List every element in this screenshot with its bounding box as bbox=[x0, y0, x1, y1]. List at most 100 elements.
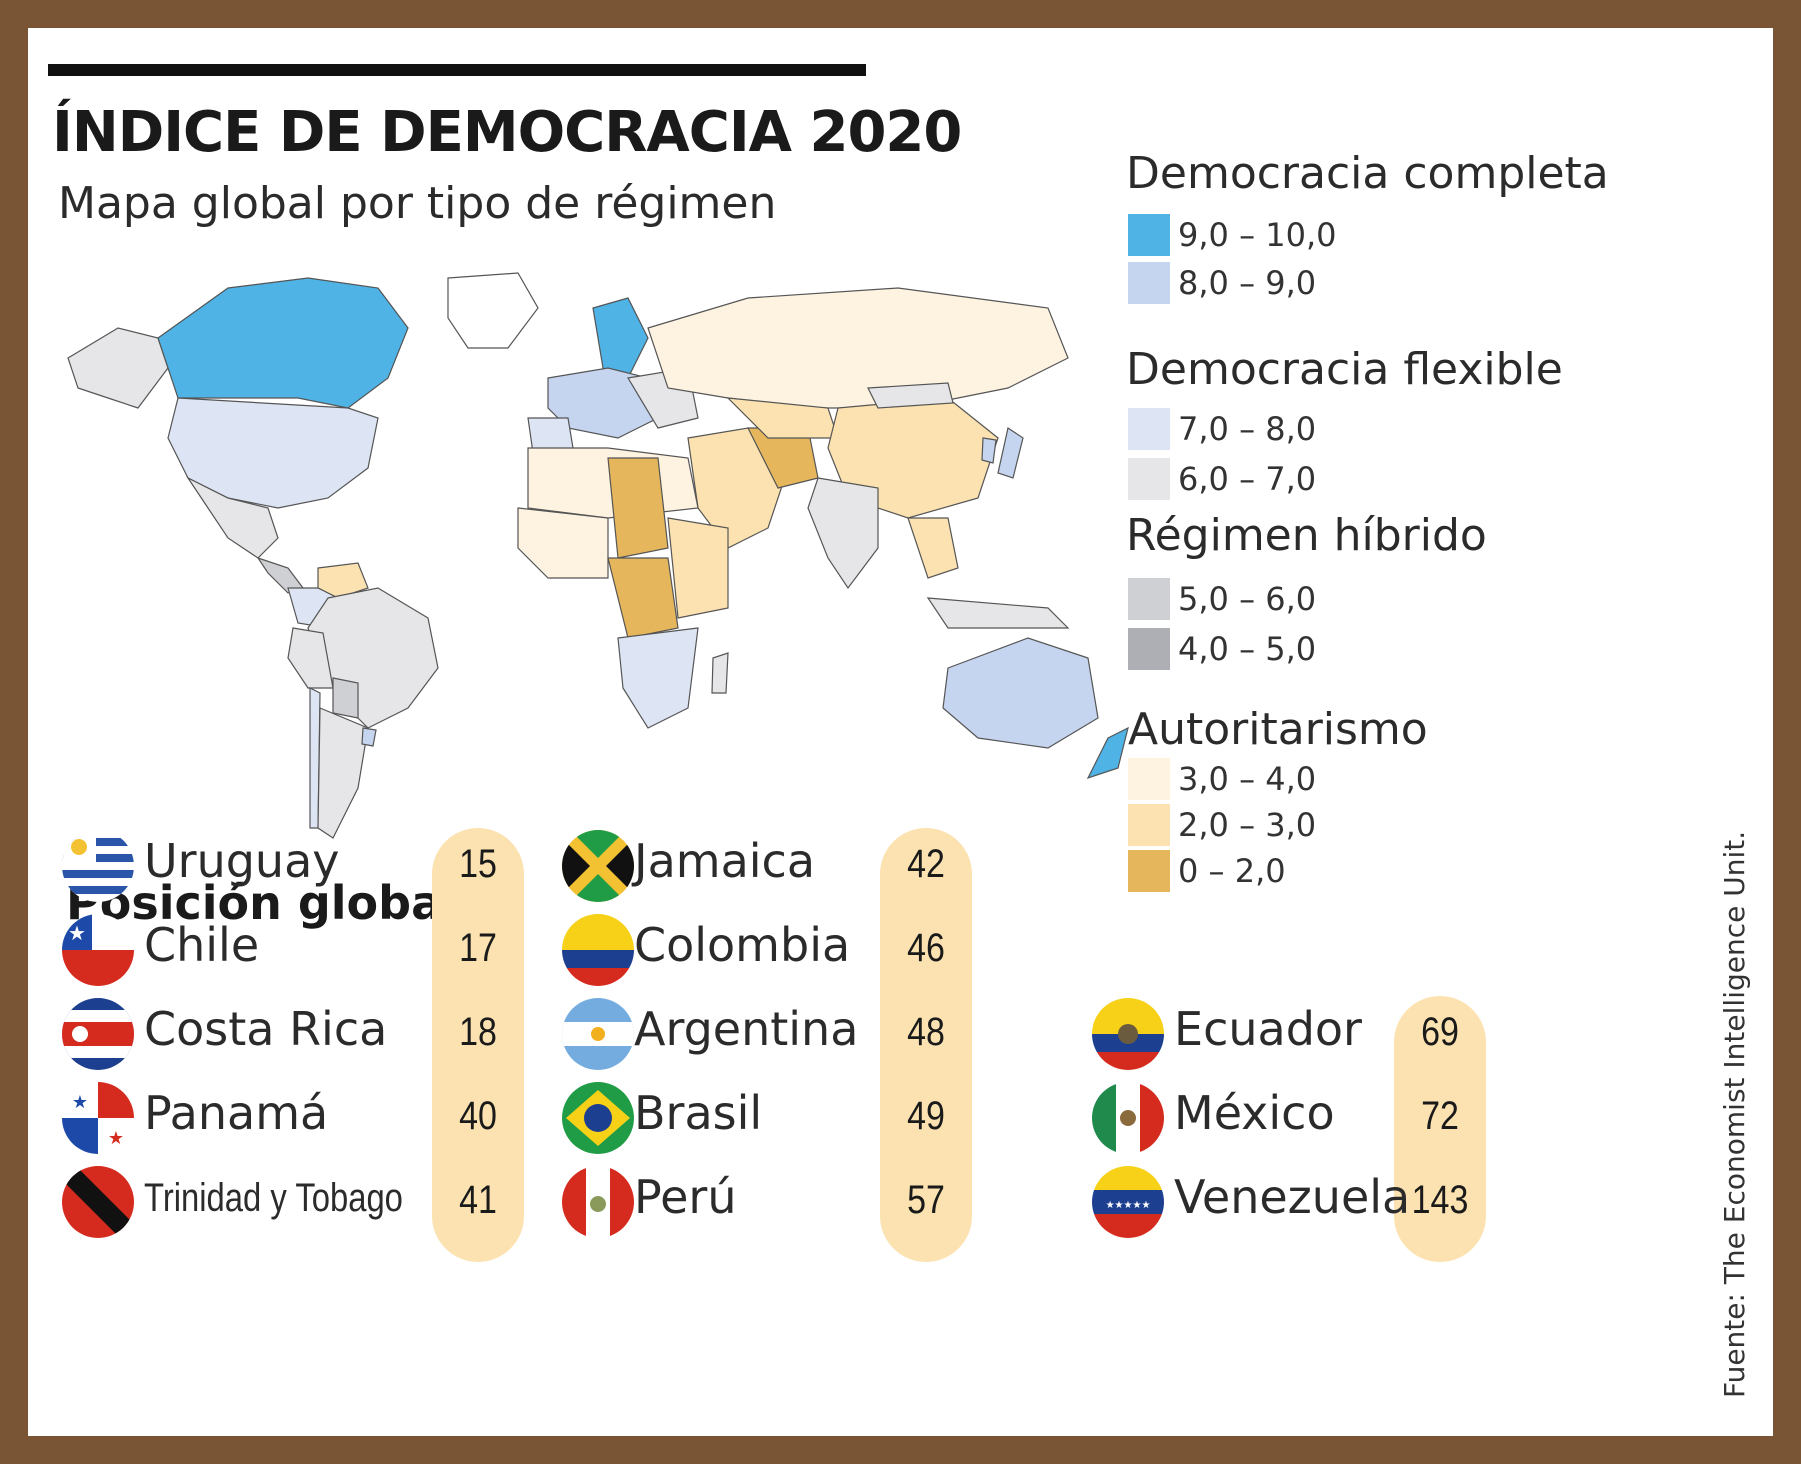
southeast-asia-region bbox=[907, 517, 959, 579]
source-note: Fuente: The Economist Intelligence Unit. bbox=[1718, 830, 1751, 1398]
rank-pill-column-3 bbox=[1394, 996, 1486, 1262]
uruguay-flag bbox=[62, 830, 134, 902]
infographic-panel: ÍNDICE DE DEMOCRACIA 2020 Mapa global po… bbox=[28, 28, 1773, 1436]
svg-text:★: ★ bbox=[108, 1128, 124, 1149]
central-africa-region bbox=[607, 557, 679, 639]
mongolia-region bbox=[867, 382, 954, 409]
legend-swatch-9-10 bbox=[1128, 214, 1170, 256]
country-name: Uruguay bbox=[144, 834, 340, 888]
ecuador-flag bbox=[1092, 998, 1164, 1070]
usa-region bbox=[167, 397, 379, 509]
venezuela-flag: ★★★★★ bbox=[1092, 1166, 1164, 1238]
legend-heading-authoritarian: Autoritarismo bbox=[1128, 704, 1428, 755]
southern-africa-region bbox=[617, 627, 699, 729]
legend-heading-flawed-democracy: Democracia flexible bbox=[1126, 344, 1563, 395]
country-rank: 48 bbox=[907, 1010, 945, 1054]
uruguay-region bbox=[361, 727, 377, 747]
india-region bbox=[807, 477, 879, 590]
rank-pill-column-2 bbox=[880, 828, 972, 1262]
legend-label-9-10: 9,0 – 10,0 bbox=[1178, 216, 1337, 254]
country-name: Trinidad y Tobago bbox=[144, 1176, 403, 1220]
country-rank: 143 bbox=[1411, 1178, 1469, 1222]
country-name: México bbox=[1174, 1086, 1335, 1140]
legend-label-0-2: 0 – 2,0 bbox=[1178, 852, 1286, 890]
russia-region bbox=[647, 287, 1069, 409]
western-europe-region bbox=[547, 367, 659, 439]
libya-chad-region bbox=[607, 457, 669, 559]
mexico-region bbox=[186, 476, 279, 559]
indonesia-region bbox=[926, 597, 1070, 629]
greenland-region bbox=[447, 272, 539, 349]
costa-rica-flag bbox=[62, 998, 134, 1070]
brazil-flag bbox=[562, 1082, 634, 1154]
country-name: Venezuela bbox=[1174, 1170, 1411, 1224]
legend-swatch-2-3 bbox=[1128, 804, 1170, 846]
country-name: Jamaica bbox=[634, 834, 816, 888]
page-subtitle: Mapa global por tipo de régimen bbox=[58, 178, 777, 229]
country-rank: 18 bbox=[459, 1010, 497, 1054]
legend-label-6-7: 6,0 – 7,0 bbox=[1178, 460, 1317, 498]
country-rank: 17 bbox=[459, 926, 497, 970]
country-name: Colombia bbox=[634, 918, 851, 972]
country-name: Argentina bbox=[634, 1002, 859, 1056]
legend-label-5-6: 5,0 – 6,0 bbox=[1178, 580, 1317, 618]
legend-swatch-7-8 bbox=[1128, 408, 1170, 450]
korea-region bbox=[981, 437, 997, 464]
colombia-flag bbox=[562, 914, 634, 986]
country-name: Brasil bbox=[634, 1086, 763, 1140]
argentina-flag bbox=[562, 998, 634, 1070]
country-rank: 41 bbox=[459, 1178, 497, 1222]
country-rank: 42 bbox=[907, 842, 945, 886]
legend-swatch-3-4 bbox=[1128, 758, 1170, 800]
bolivia-region bbox=[332, 677, 359, 719]
country-name: Panamá bbox=[144, 1086, 329, 1140]
scandinavia-region bbox=[592, 297, 649, 379]
legend-label-8-9: 8,0 – 9,0 bbox=[1178, 264, 1317, 302]
legend-label-2-3: 2,0 – 3,0 bbox=[1178, 806, 1317, 844]
country-name: Costa Rica bbox=[144, 1002, 388, 1056]
svg-text:★: ★ bbox=[72, 1092, 88, 1113]
country-rank: 72 bbox=[1421, 1094, 1459, 1138]
country-rank: 15 bbox=[459, 842, 497, 886]
legend-swatch-6-7 bbox=[1128, 458, 1170, 500]
country-name: Ecuador bbox=[1174, 1002, 1362, 1056]
peru-flag bbox=[562, 1166, 634, 1238]
ranking-title: Posición global bbox=[66, 876, 458, 930]
legend-label-3-4: 3,0 – 4,0 bbox=[1178, 760, 1317, 798]
peru-region bbox=[287, 627, 334, 689]
east-africa-region bbox=[667, 517, 729, 619]
svg-text:★: ★ bbox=[68, 921, 86, 945]
country-name: Chile bbox=[144, 918, 260, 972]
legend-swatch-0-2 bbox=[1128, 850, 1170, 892]
legend-label-4-5: 4,0 – 5,0 bbox=[1178, 630, 1317, 668]
legend-swatch-5-6 bbox=[1128, 578, 1170, 620]
title-rule bbox=[48, 64, 866, 76]
rank-pill-column-1 bbox=[432, 828, 524, 1262]
argentina-region bbox=[317, 707, 369, 839]
west-africa-region bbox=[517, 507, 609, 579]
country-rank: 49 bbox=[907, 1094, 945, 1138]
world-map bbox=[67, 272, 1129, 839]
australia-region bbox=[942, 637, 1099, 749]
chile-flag: ★ bbox=[62, 914, 134, 986]
trinidad-tobago-flag bbox=[62, 1166, 134, 1238]
legend-swatch-8-9 bbox=[1128, 262, 1170, 304]
legend-label-7-8: 7,0 – 8,0 bbox=[1178, 410, 1317, 448]
madagascar-region bbox=[711, 652, 729, 694]
mexico-flag bbox=[1092, 1082, 1164, 1154]
canada-region bbox=[157, 277, 409, 409]
legend-heading-full-democracy: Democracia completa bbox=[1126, 148, 1609, 199]
country-name: Perú bbox=[634, 1170, 737, 1224]
svg-text:★★★★★: ★★★★★ bbox=[1106, 1200, 1151, 1211]
legend-heading-hybrid-regime: Régimen híbrido bbox=[1126, 510, 1487, 561]
country-rank: 69 bbox=[1421, 1010, 1459, 1054]
legend-swatch-4-5 bbox=[1128, 628, 1170, 670]
panama-flag: ★ ★ bbox=[62, 1082, 134, 1154]
page-title: ÍNDICE DE DEMOCRACIA 2020 bbox=[52, 100, 962, 165]
country-rank: 46 bbox=[907, 926, 945, 970]
jamaica-flag bbox=[562, 830, 634, 902]
japan-region bbox=[997, 427, 1024, 479]
country-rank: 40 bbox=[459, 1094, 497, 1138]
country-rank: 57 bbox=[907, 1178, 945, 1222]
alaska-region bbox=[67, 327, 169, 409]
